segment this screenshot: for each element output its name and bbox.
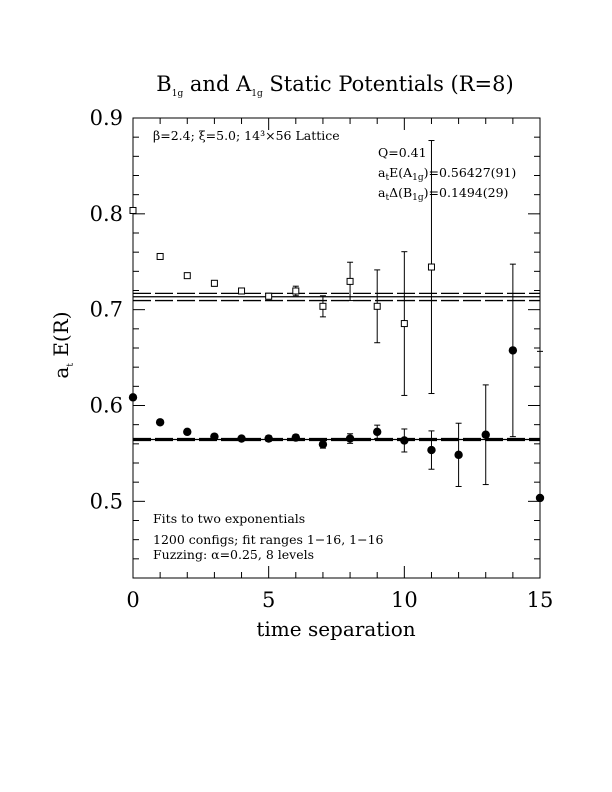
y-tick-label: 0.7 — [90, 298, 123, 322]
splitting-b1g-annotation: atΔ(B1g)=0.1494(29) — [378, 185, 508, 203]
fuzzing-annotation: Fuzzing: α=0.25, 8 levels — [153, 547, 314, 562]
data-point-square — [238, 287, 246, 295]
y-tick-label: 0.6 — [90, 394, 123, 418]
data-point-circle — [345, 434, 355, 443]
data-point-circle — [373, 427, 382, 437]
data-point-circle — [210, 432, 219, 441]
x-tick-labels: 0 5 10 15 — [126, 588, 553, 612]
data-point-square — [129, 206, 137, 214]
data-point-circle — [155, 418, 165, 427]
q-annotation: Q=0.41 — [378, 145, 427, 160]
data-point-circle — [264, 434, 273, 443]
data-point-square — [319, 302, 327, 310]
data-point-circle — [427, 445, 436, 455]
data-point-circle — [508, 346, 518, 355]
axis-ticks — [132, 117, 541, 579]
data-point-square — [265, 292, 273, 300]
fits-annotation: Fits to two exponentials — [153, 511, 305, 526]
data-point-square — [400, 320, 408, 328]
data-point-circle — [318, 440, 328, 449]
data-point-square — [427, 263, 435, 271]
data-markers — [128, 206, 545, 503]
y-axis-label: at E(R) — [49, 311, 76, 378]
data-point-circle — [481, 430, 490, 439]
data-point-square — [156, 252, 164, 260]
data-point-circle — [128, 393, 138, 402]
x-tick-label: 5 — [262, 588, 275, 612]
fit-lines — [133, 292, 540, 442]
energy-a1g-annotation: atE(A1g)=0.56427(91) — [378, 165, 516, 183]
data-point-circle — [400, 436, 409, 445]
x-tick-label: 15 — [527, 588, 554, 612]
data-point-circle — [454, 450, 463, 460]
configs-annotation: 1200 configs; fit ranges 1−16, 1−16 — [153, 532, 384, 547]
y-tick-label: 0.9 — [90, 106, 123, 130]
x-tick-label: 0 — [126, 588, 139, 612]
y-tick-labels: 0.5 0.6 0.7 0.8 0.9 — [90, 106, 123, 513]
data-point-circle — [183, 427, 192, 437]
data-point-square — [210, 279, 218, 287]
y-tick-label: 0.5 — [90, 489, 123, 513]
data-point-circle — [291, 433, 300, 442]
data-point-circle — [237, 434, 246, 443]
chart-title: B1g and A1g Static Potentials (R=8) — [156, 72, 513, 99]
x-axis-label: time separation — [256, 617, 415, 641]
data-point-square — [346, 277, 354, 285]
data-point-square — [292, 287, 300, 295]
data-point-square — [183, 272, 191, 280]
lattice-annotation: β=2.4; ξ=5.0; 14³×56 Lattice — [153, 128, 340, 143]
x-tick-label: 10 — [391, 588, 418, 612]
data-point-square — [373, 302, 381, 310]
y-tick-label: 0.8 — [90, 202, 123, 226]
data-point-circle — [535, 493, 545, 503]
